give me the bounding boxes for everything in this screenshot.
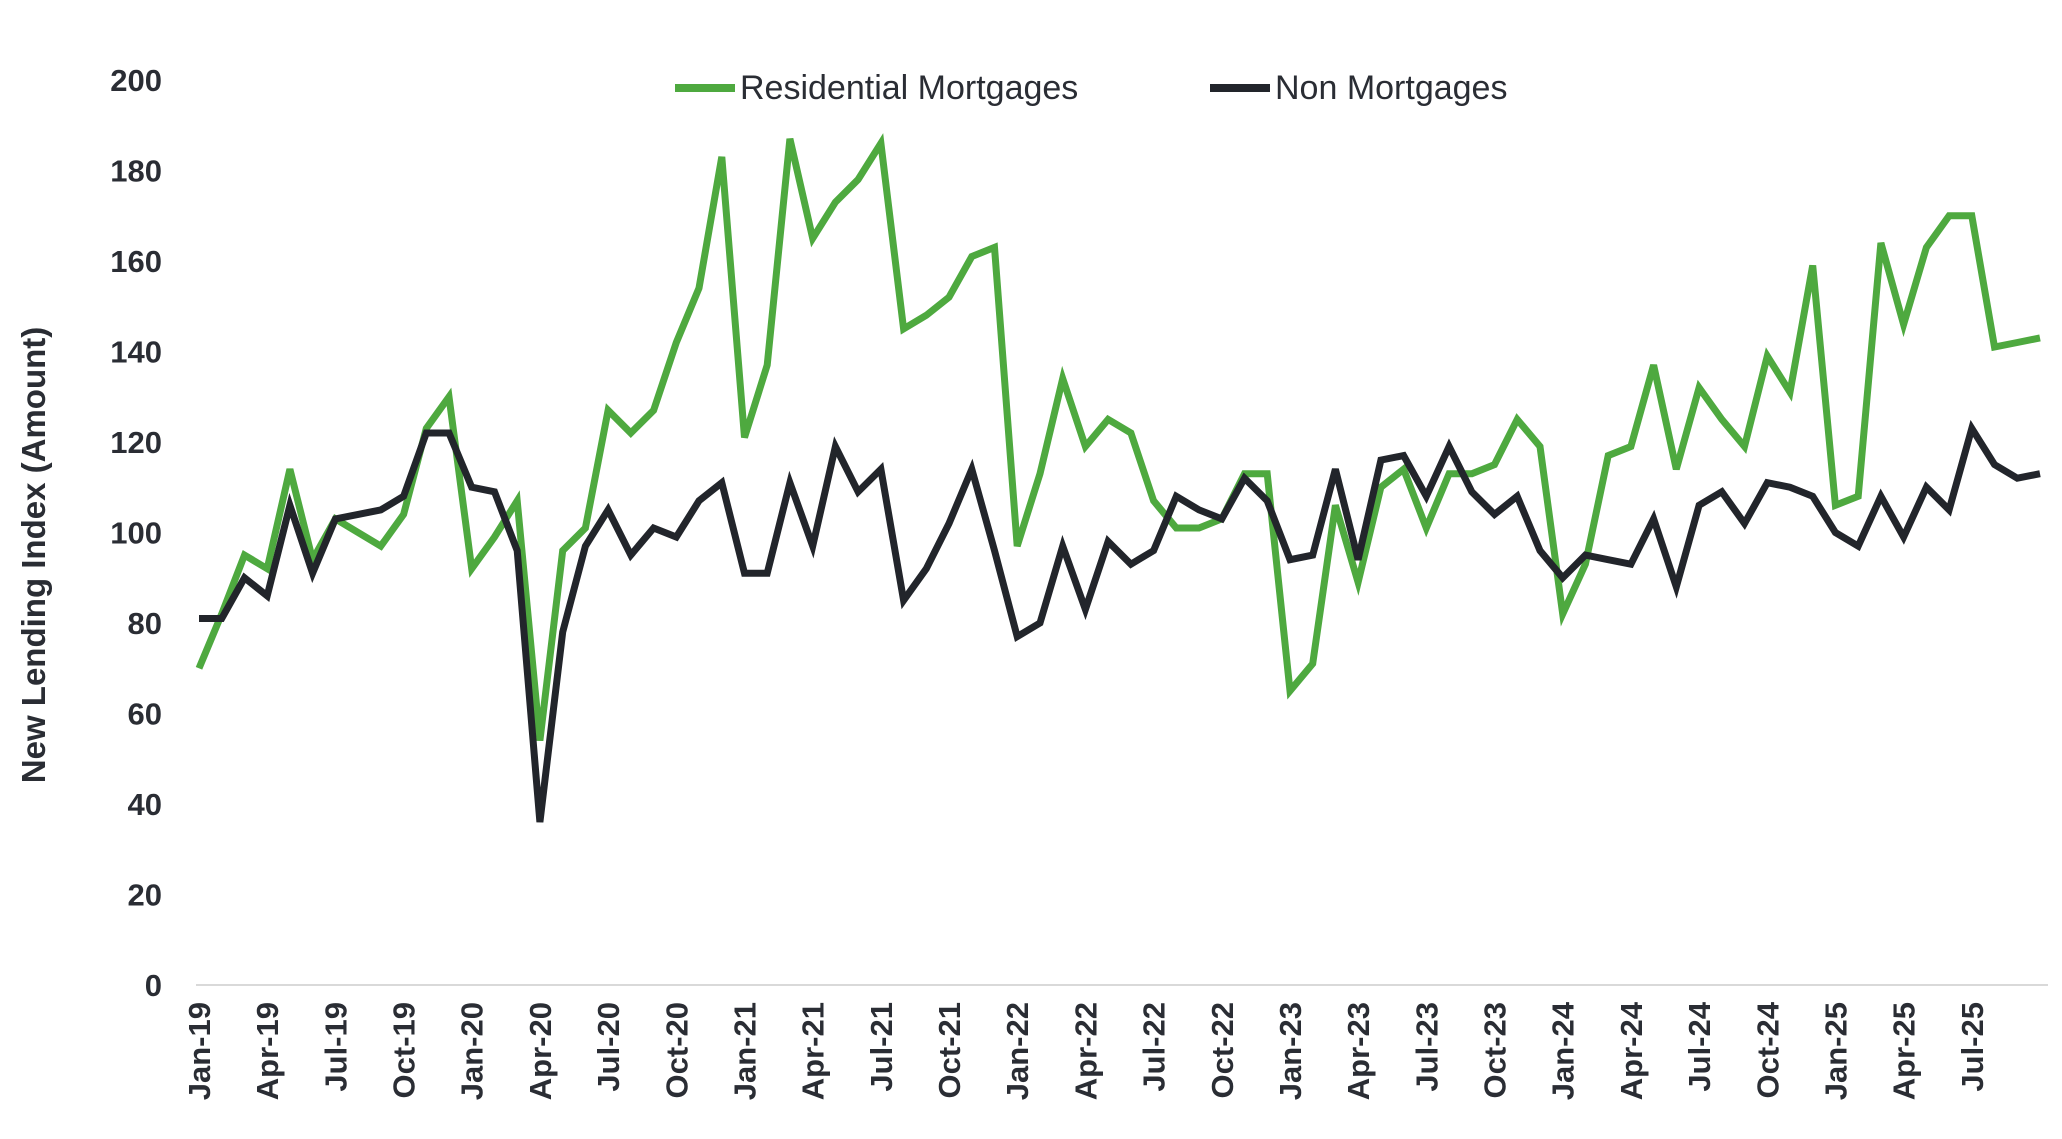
x-tick-label: Oct-23 [1478, 1002, 1513, 1098]
x-tick-label: Jan-25 [1818, 1002, 1853, 1100]
y-tick-label: 120 [110, 425, 162, 460]
x-tick-label: Jan-23 [1273, 1002, 1308, 1100]
y-axis-ticks: 0 20 40 60 80 100 120 140 160 180 200 [110, 63, 162, 1003]
x-tick-label: Jul-20 [591, 1002, 626, 1092]
y-tick-label: 80 [128, 606, 162, 641]
x-tick-label: Jan-19 [182, 1002, 217, 1100]
y-tick-label: 40 [128, 787, 162, 822]
x-tick-label: Apr-25 [1887, 1002, 1922, 1100]
x-tick-label: Apr-22 [1068, 1002, 1103, 1100]
legend: Residential Mortgages Non Mortgages [675, 69, 1507, 107]
x-tick-label: Oct-19 [387, 1002, 422, 1098]
x-tick-label: Jan-22 [1000, 1002, 1035, 1100]
x-tick-label: Jul-21 [864, 1002, 899, 1092]
x-axis-ticks: Jan-19 Apr-19 Jul-19 Oct-19 Jan-20 Apr-20 Jul-… [182, 1001, 1990, 1100]
y-tick-label: 180 [110, 154, 162, 189]
series-line-non-mortgages [199, 419, 2041, 823]
x-tick-label: Jul-23 [1409, 1002, 1444, 1092]
y-tick-label: 200 [110, 63, 162, 98]
series-lines [195, 133, 2041, 823]
x-tick-label: Oct-21 [932, 1002, 967, 1098]
x-tick-label: Jul-24 [1682, 1001, 1717, 1091]
y-tick-label: 140 [110, 335, 162, 370]
x-tick-label: Jul-19 [318, 1002, 353, 1092]
x-tick-label: Oct-22 [1205, 1002, 1240, 1098]
x-tick-label: Jan-20 [455, 1002, 490, 1100]
x-tick-label: Jul-22 [1137, 1002, 1172, 1092]
series-line-residential-mortgages [195, 133, 2041, 742]
x-tick-label: Oct-20 [659, 1002, 694, 1098]
x-tick-label: Apr-24 [1614, 1001, 1649, 1100]
y-tick-label: 100 [110, 516, 162, 551]
x-tick-label: Apr-21 [796, 1002, 831, 1100]
legend-label-residential-mortgages: Residential Mortgages [740, 69, 1078, 107]
x-tick-label: Jan-24 [1546, 1001, 1581, 1100]
y-tick-label: 160 [110, 244, 162, 279]
x-tick-label: Jul-25 [1955, 1002, 1990, 1092]
legend-label-non-mortgages: Non Mortgages [1275, 69, 1507, 107]
x-tick-label: Apr-19 [250, 1002, 285, 1100]
y-tick-label: 20 [128, 878, 162, 913]
x-tick-label: Apr-20 [523, 1002, 558, 1100]
x-tick-label: Apr-23 [1341, 1002, 1376, 1100]
y-axis-label: New Lending Index (Amount) [15, 327, 52, 783]
x-tick-label: Jan-21 [727, 1002, 762, 1100]
x-tick-label: Oct-24 [1750, 1001, 1785, 1098]
y-tick-label: 0 [145, 968, 162, 1003]
y-tick-label: 60 [128, 697, 162, 732]
